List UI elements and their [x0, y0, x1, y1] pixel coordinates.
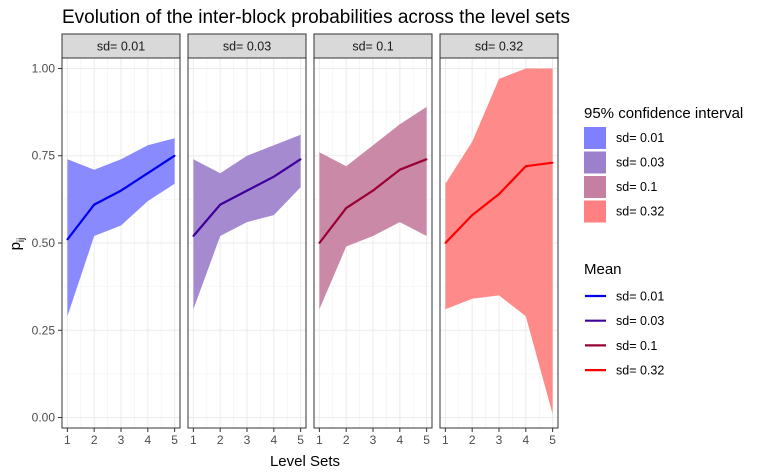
x-tick-label: 1	[64, 433, 71, 447]
x-tick-label: 1	[316, 433, 323, 447]
mean-point	[551, 161, 554, 164]
facet-panels: sd= 0.011 2 3 4 5sd= 0.031 2 3 4 5sd= 0.11 2 3 4 5sd…	[32, 33, 559, 447]
facet-strip-label: sd= 0.32	[475, 40, 523, 54]
legend-ci-label: sd= 0.1	[616, 180, 657, 194]
x-tick-label: 3	[244, 433, 251, 447]
legend-confidence-interval: 95% confidence interval sd= 0.01 sd= 0.03…	[584, 105, 743, 223]
legend-ci-swatch	[584, 127, 606, 149]
mean-point	[66, 238, 69, 241]
mean-point	[246, 189, 248, 192]
mean-point	[345, 207, 348, 209]
x-tick-label: 1	[190, 433, 197, 447]
legend-mean-label: sd= 0.32	[616, 364, 664, 378]
confidence-band	[67, 138, 175, 317]
confidence-band	[445, 68, 553, 414]
mean-point	[219, 203, 222, 206]
legend-mean-title: Mean	[584, 261, 622, 278]
x-axis-title: Level Sets	[270, 453, 340, 470]
y-tick-label: 0.25	[32, 323, 56, 337]
svg-text:pij: pij	[7, 238, 27, 251]
chart-title: Evolution of the inter-block probabiliti…	[62, 7, 570, 28]
facet-strip-label: sd= 0.1	[352, 40, 393, 54]
mean-point	[425, 158, 428, 161]
y-tick-label: 0.50	[32, 236, 56, 250]
facet-panel-3: sd= 0.1 1 2 3 4 5	[313, 33, 433, 447]
facet-strip-label: sd= 0.01	[97, 40, 145, 54]
y-tick-label: 0.75	[32, 149, 56, 163]
y-axis-title: p	[7, 242, 24, 250]
x-tick-label: 2	[217, 433, 224, 447]
x-tick-label: 5	[549, 433, 556, 447]
x-tick-label: 5	[171, 433, 178, 447]
legend-ci-swatch	[584, 151, 606, 174]
x-tick-label: 3	[118, 433, 125, 447]
legend-mean: Mean sd= 0.01 sd= 0.03 sd= 0.1 sd= 0.32	[584, 261, 664, 378]
x-tick-label: 2	[343, 433, 350, 447]
legend-ci-swatch	[584, 176, 606, 198]
y-tick-label: 1.00	[32, 61, 56, 75]
facet-strip	[187, 33, 307, 59]
mean-point	[299, 158, 302, 161]
facet-strip	[61, 33, 181, 59]
x-tick-label: 4	[144, 433, 151, 447]
mean-point	[272, 175, 275, 178]
mean-point	[471, 214, 474, 216]
mean-point	[524, 165, 527, 168]
legend-mean-label: sd= 0.1	[616, 339, 657, 353]
mean-point	[192, 235, 195, 237]
x-tick-label: 2	[91, 433, 98, 447]
x-tick-label: 3	[496, 433, 503, 447]
legend-mean-label: sd= 0.01	[616, 290, 664, 304]
mean-point	[444, 242, 447, 244]
facet-panel-4: sd= 0.32 1 2 3 4 5	[439, 33, 559, 447]
legend-mean-label: sd= 0.03	[616, 314, 664, 328]
mean-point	[398, 168, 401, 171]
x-tick-label: 4	[522, 433, 529, 447]
mean-point	[146, 172, 149, 175]
x-tick-label: 5	[423, 433, 430, 447]
y-tick-label: 0.00	[32, 411, 56, 425]
legend-ci-label: sd= 0.01	[616, 131, 664, 145]
mean-point	[120, 189, 122, 192]
facet-strip-label: sd= 0.03	[223, 40, 271, 54]
x-tick-label: 4	[396, 433, 403, 447]
x-tick-label: 3	[370, 433, 377, 447]
facet-panel-2: sd= 0.03 1 2 3 4 5	[187, 33, 307, 447]
x-tick-label: 2	[469, 433, 476, 447]
x-tick-label: 4	[270, 433, 277, 447]
x-tick-label: 5	[297, 433, 304, 447]
mean-point	[372, 189, 374, 192]
confidence-band	[319, 106, 427, 310]
legend-ci-title: 95% confidence interval	[584, 105, 743, 122]
mean-point	[173, 154, 176, 157]
mean-point	[498, 193, 500, 196]
facet-panel-1: sd= 0.01 1 2 3 4 5	[61, 33, 181, 447]
x-tick-label: 1	[442, 433, 449, 447]
legend-ci-label: sd= 0.03	[616, 156, 664, 170]
legend-ci-label: sd= 0.32	[616, 205, 664, 219]
legend-ci-swatch	[584, 200, 606, 223]
y-axis-title-group: pij	[7, 238, 27, 251]
mean-point	[93, 203, 96, 206]
y-axis: 0.00 0.25 0.50 0.75 1.00	[32, 61, 62, 425]
confidence-band	[193, 134, 301, 310]
y-axis-title-subscript: ij	[16, 238, 27, 242]
mean-point	[318, 242, 321, 244]
